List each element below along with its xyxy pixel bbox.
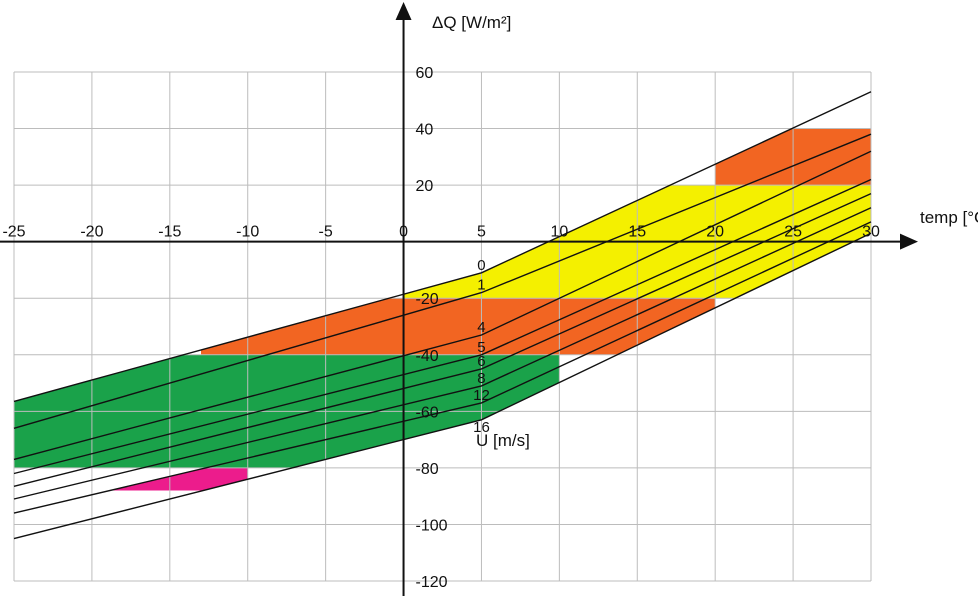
x-tick-label: -20 (80, 224, 103, 241)
x-tick-label: 0 (399, 224, 408, 241)
x-tick-label: -5 (319, 224, 333, 241)
y-tick-label: -60 (416, 404, 439, 421)
curve-label-1: 1 (477, 277, 485, 294)
x-tick-label: 20 (706, 224, 724, 241)
y-axis-title: ΔQ [W/m²] (432, 13, 511, 32)
y-tick-label: 60 (416, 65, 434, 82)
band-2 (201, 298, 716, 355)
y-tick-label: -40 (416, 348, 439, 365)
x-tick-labels: -25 -20 -15 -10 -5 0 5 10 15 20 25 30 (2, 224, 880, 241)
y-tick-label: -20 (416, 291, 439, 308)
band-0 (14, 462, 248, 491)
curve-label-6: 6 (477, 353, 485, 370)
curve-6 (13, 192, 872, 487)
curve-12 (13, 221, 872, 514)
x-tick-label: -25 (2, 224, 25, 241)
x-axis-title: temp [°C] (920, 208, 978, 227)
curve-label-5: 5 (477, 339, 485, 356)
x-tick-label: 15 (628, 224, 646, 241)
series-label-title: U [m/s] (476, 431, 530, 450)
x-tick-label: -10 (236, 224, 259, 241)
y-tick-label: -100 (416, 517, 448, 534)
y-tick-label: -120 (416, 574, 448, 591)
x-tick-label: -15 (158, 224, 181, 241)
curve-8 (13, 207, 872, 500)
x-tick-label: 10 (550, 224, 568, 241)
y-tick-label: 40 (416, 122, 434, 139)
curve-16 (13, 232, 872, 540)
x-tick-label: 25 (784, 224, 802, 241)
curve-5 (13, 178, 872, 475)
curve-1 (13, 133, 872, 429)
y-tick-labels: 60 40 20 -20 -40 -60 -80 -100 -120 (416, 65, 448, 591)
curve-label-12: 12 (473, 387, 490, 404)
curves (13, 91, 872, 540)
axes (0, 2, 918, 596)
curve-label-4: 4 (477, 319, 485, 336)
curve-0 (13, 91, 872, 403)
y-tick-label: 20 (416, 178, 434, 195)
y-axis-arrow (395, 2, 412, 20)
curve-label-16: 16 (473, 419, 490, 436)
x-tick-label: 5 (477, 224, 486, 241)
y-tick-label: -80 (416, 461, 439, 478)
color-bands (14, 128, 871, 491)
curve-4 (13, 150, 872, 461)
curve-label-0: 0 (477, 257, 485, 274)
x-axis-arrow (900, 233, 918, 250)
x-tick-label: 30 (862, 224, 880, 241)
curve-label-8: 8 (477, 370, 485, 387)
